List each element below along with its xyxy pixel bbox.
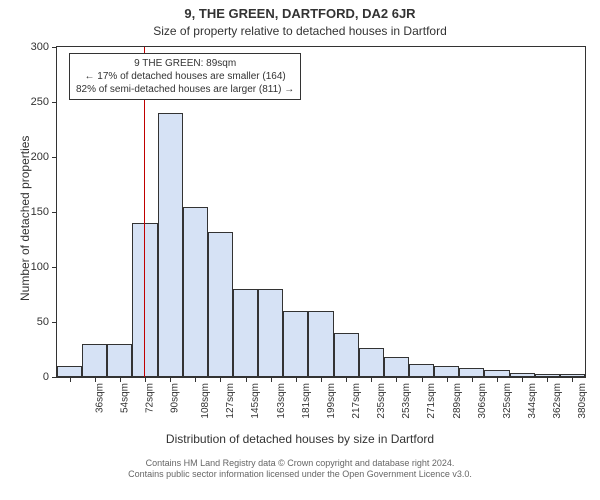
x-tick [497, 377, 498, 382]
y-tick-label: 100 [31, 261, 49, 273]
histogram-bar [233, 289, 258, 377]
y-tick [52, 157, 57, 158]
credits-line-2: Contains public sector information licen… [0, 469, 600, 480]
histogram-bar [484, 370, 509, 377]
y-axis-label: Number of detached properties [18, 136, 32, 301]
y-tick [52, 377, 57, 378]
x-tick-label: 380sqm [577, 383, 588, 419]
x-tick-label: 362sqm [552, 383, 563, 419]
histogram-bar [434, 366, 459, 377]
histogram-bar [208, 232, 233, 377]
chart-title: 9, THE GREEN, DARTFORD, DA2 6JR [0, 6, 600, 21]
histogram-bar [158, 113, 183, 377]
x-tick-label: 253sqm [401, 383, 412, 419]
y-tick-label: 300 [31, 41, 49, 53]
x-tick [95, 377, 96, 382]
x-tick [321, 377, 322, 382]
histogram-bar [258, 289, 283, 377]
x-tick [572, 377, 573, 382]
annotation-line-1: 9 THE GREEN: 89sqm [76, 57, 294, 70]
x-tick-label: 72sqm [144, 383, 155, 413]
histogram-bar [384, 357, 409, 377]
x-tick [195, 377, 196, 382]
x-tick [271, 377, 272, 382]
annotation-box: 9 THE GREEN: 89sqm← 17% of detached hous… [69, 53, 301, 100]
x-tick [472, 377, 473, 382]
x-tick [246, 377, 247, 382]
y-tick-label: 200 [31, 151, 49, 163]
x-tick-label: 108sqm [200, 383, 211, 419]
x-tick [371, 377, 372, 382]
plot-area: 05010015020025030036sqm54sqm72sqm90sqm10… [56, 46, 586, 378]
annotation-line-3: 82% of semi-detached houses are larger (… [76, 83, 294, 96]
chart-container: 9, THE GREEN, DARTFORD, DA2 6JR Size of … [0, 0, 600, 500]
histogram-bar [132, 223, 157, 377]
y-tick [52, 267, 57, 268]
x-tick [346, 377, 347, 382]
x-tick [422, 377, 423, 382]
x-tick-label: 54sqm [119, 383, 130, 413]
x-tick [220, 377, 221, 382]
histogram-bar [183, 207, 208, 378]
credits-line-1: Contains HM Land Registry data © Crown c… [0, 458, 600, 469]
y-tick-label: 0 [43, 371, 49, 383]
x-tick-label: 199sqm [326, 383, 337, 419]
x-tick-label: 181sqm [301, 383, 312, 419]
histogram-bar [359, 348, 384, 377]
histogram-bar [283, 311, 308, 377]
y-tick [52, 212, 57, 213]
y-tick-label: 250 [31, 96, 49, 108]
y-tick-label: 50 [37, 316, 49, 328]
histogram-bar [334, 333, 359, 377]
y-tick [52, 47, 57, 48]
histogram-bar [308, 311, 333, 377]
x-tick-label: 36sqm [94, 383, 105, 413]
x-tick-label: 90sqm [170, 383, 181, 413]
x-tick [120, 377, 121, 382]
y-tick [52, 102, 57, 103]
x-tick-label: 306sqm [477, 383, 488, 419]
x-tick [296, 377, 297, 382]
x-tick-label: 289sqm [452, 383, 463, 419]
y-tick-label: 150 [31, 206, 49, 218]
x-tick [145, 377, 146, 382]
x-tick-label: 163sqm [276, 383, 287, 419]
histogram-bar [107, 344, 132, 377]
x-tick-label: 344sqm [527, 383, 538, 419]
x-tick-label: 271sqm [427, 383, 438, 419]
x-tick-label: 127sqm [225, 383, 236, 419]
histogram-bar [459, 368, 484, 377]
histogram-bar [57, 366, 82, 377]
x-tick-label: 217sqm [351, 383, 362, 419]
x-tick [522, 377, 523, 382]
y-tick [52, 322, 57, 323]
annotation-line-2: ← 17% of detached houses are smaller (16… [76, 70, 294, 83]
histogram-bar [82, 344, 107, 377]
x-tick [447, 377, 448, 382]
x-tick [396, 377, 397, 382]
x-tick-label: 145sqm [251, 383, 262, 419]
histogram-bar [409, 364, 434, 377]
x-tick-label: 235sqm [376, 383, 387, 419]
x-tick [547, 377, 548, 382]
chart-subtitle: Size of property relative to detached ho… [0, 24, 600, 38]
x-tick [70, 377, 71, 382]
x-tick-label: 325sqm [502, 383, 513, 419]
credits-text: Contains HM Land Registry data © Crown c… [0, 458, 600, 481]
x-tick [170, 377, 171, 382]
x-axis-label: Distribution of detached houses by size … [0, 432, 600, 446]
